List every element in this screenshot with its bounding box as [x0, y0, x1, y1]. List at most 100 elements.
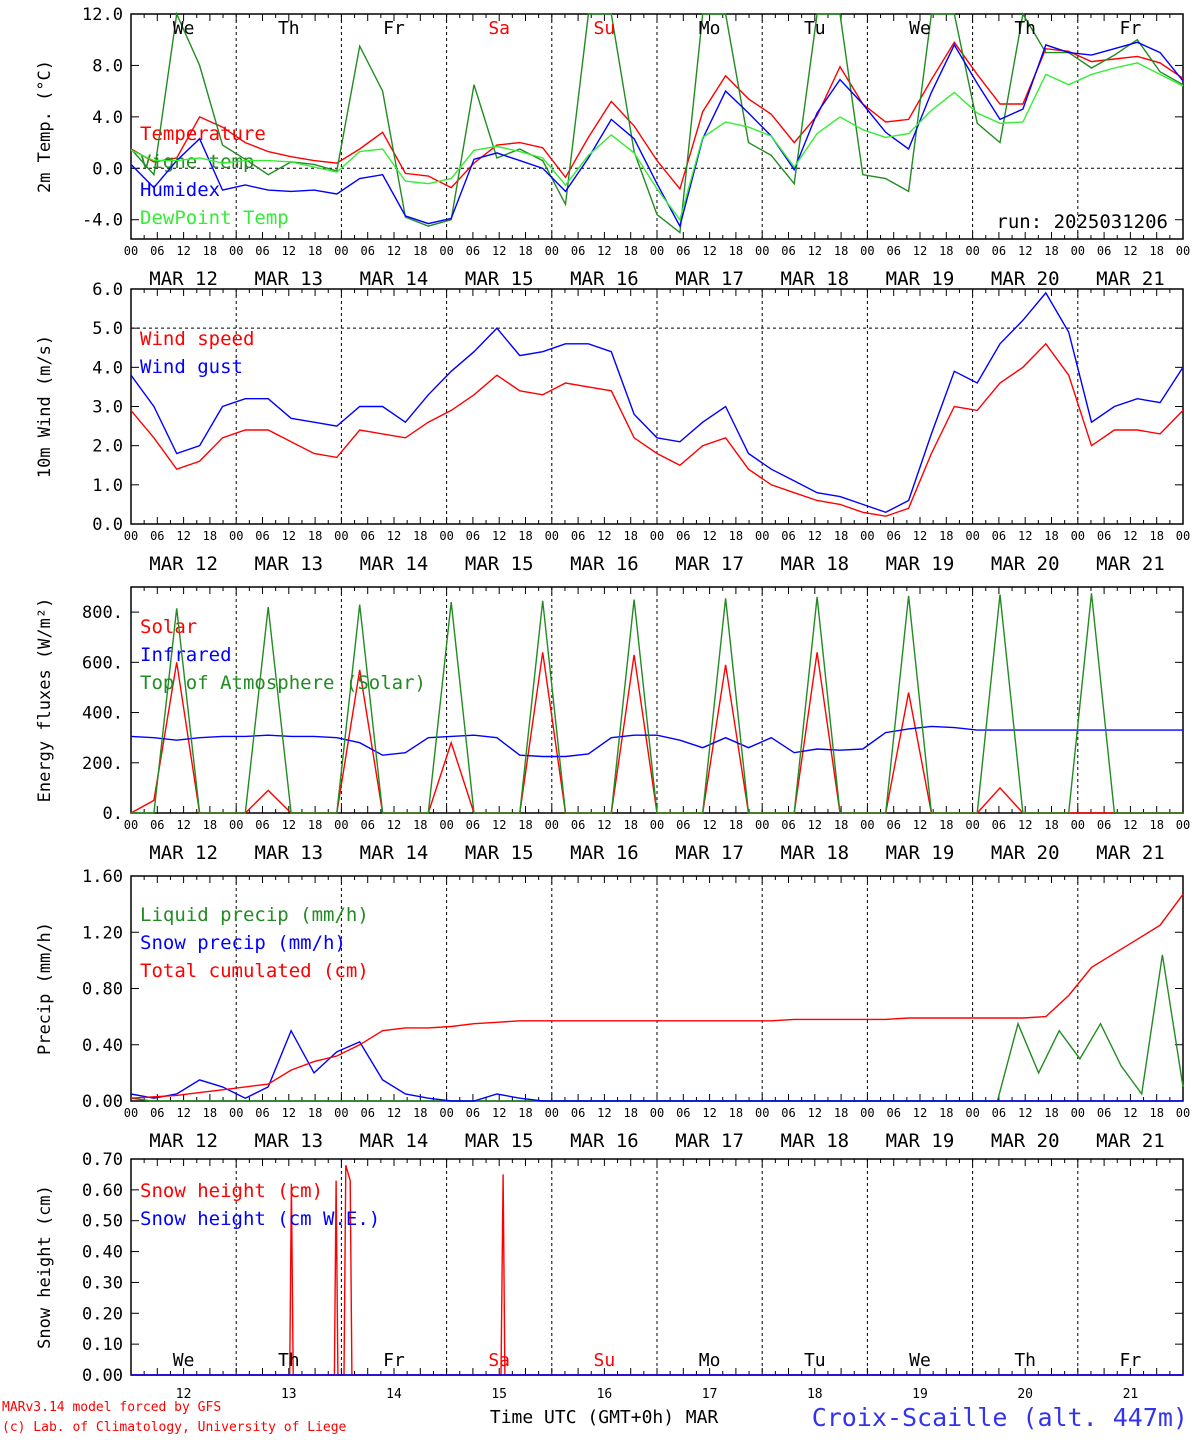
hour-tick-label: 00 — [650, 818, 664, 832]
day-number-label: 21 — [1123, 1387, 1139, 1402]
hour-tick-label: 12 — [913, 1106, 927, 1120]
series-line-3 — [131, 593, 1183, 814]
hour-tick-label: 06 — [360, 818, 374, 832]
hour-tick-label: 12 — [597, 818, 611, 832]
hour-tick-label: 12 — [176, 529, 190, 543]
hour-tick-label: 18 — [308, 529, 322, 543]
y-tick-label: 600. — [82, 653, 123, 673]
y-tick-label: 0. — [103, 804, 123, 824]
hour-tick-label: 00 — [124, 244, 138, 258]
y-tick-label: 4.0 — [92, 108, 123, 128]
y-tick-label: 0.60 — [82, 1181, 123, 1201]
hour-tick-label: 18 — [308, 818, 322, 832]
hour-tick-label: 06 — [360, 244, 374, 258]
hour-tick-label: 00 — [965, 818, 979, 832]
hour-tick-label: 12 — [913, 529, 927, 543]
hour-tick-label: 06 — [886, 1106, 900, 1120]
hour-tick-label: 12 — [282, 529, 296, 543]
date-label: MAR 21 — [1096, 1130, 1165, 1152]
run-label: run: 2025031206 — [996, 211, 1168, 233]
date-label: MAR 12 — [149, 842, 218, 864]
y-tick-label: 200. — [82, 754, 123, 774]
hour-tick-label: 12 — [702, 1106, 716, 1120]
hour-tick-label: 12 — [387, 244, 401, 258]
hour-tick-label: 00 — [545, 529, 559, 543]
date-label: MAR 15 — [465, 553, 534, 575]
hour-tick-label: 12 — [808, 529, 822, 543]
hour-tick-label: 00 — [650, 244, 664, 258]
day-number-label: 13 — [281, 1387, 297, 1402]
date-label: MAR 19 — [886, 268, 955, 290]
day-number-label: 15 — [491, 1387, 507, 1402]
hour-tick-label: 12 — [387, 818, 401, 832]
hour-tick-label: 06 — [360, 1106, 374, 1120]
panel-5: 0.00 0.10 0.20 0.30 0.40 0.50 0.60 0.70 Snow hei… — [35, 1150, 1184, 1428]
legend-entry: Humidex — [140, 179, 220, 201]
hour-tick-label: 00 — [124, 529, 138, 543]
date-label: MAR 12 — [149, 553, 218, 575]
hour-tick-label: 18 — [518, 529, 532, 543]
date-label: MAR 18 — [780, 268, 849, 290]
series-line-3 — [130, 41, 1184, 228]
hour-tick-label: 06 — [360, 529, 374, 543]
hour-tick-label: 12 — [1018, 818, 1032, 832]
series-line-1 — [130, 342, 1184, 517]
weekday-label: Su — [594, 1350, 616, 1371]
hour-tick-label: 12 — [387, 529, 401, 543]
y-tick-label: 0.0 — [92, 159, 123, 179]
hour-tick-label: 12 — [808, 244, 822, 258]
panel-3: 0. 200. 400. 600. 800. Energy fluxes (W/m²) So… — [35, 586, 1190, 864]
hour-tick-label: 00 — [965, 244, 979, 258]
hour-tick-label: 00 — [650, 529, 664, 543]
hour-tick-label: 00 — [755, 244, 769, 258]
hour-tick-label: 06 — [886, 818, 900, 832]
y-tick-label: 6.0 — [92, 280, 123, 300]
y-tick-label: 2.0 — [92, 437, 123, 457]
date-label: MAR 14 — [360, 842, 429, 864]
panel-4: 0.00 0.40 0.80 1.20 1.60 Precip (mm/h) Liquid … — [35, 867, 1190, 1152]
legend-entry: Snow precip (mm/h) — [140, 932, 346, 954]
hour-tick-label: 12 — [282, 244, 296, 258]
date-label: MAR 18 — [780, 842, 849, 864]
hour-tick-label: 00 — [229, 244, 243, 258]
date-label: MAR 13 — [254, 553, 323, 575]
weekday-label: We — [173, 18, 195, 39]
day-number-label: 20 — [1017, 1387, 1033, 1402]
date-label: MAR 20 — [991, 842, 1060, 864]
hour-tick-label: 00 — [1176, 818, 1190, 832]
hour-tick-label: 06 — [571, 529, 585, 543]
date-label: MAR 16 — [570, 268, 639, 290]
y-tick-label: 400. — [82, 704, 123, 724]
weekday-label: Fr — [383, 1350, 405, 1371]
date-label: MAR 14 — [360, 1130, 429, 1152]
legend-entry: DewPoint Temp — [140, 207, 289, 229]
date-label: MAR 18 — [780, 553, 849, 575]
hour-tick-label: 00 — [1071, 244, 1085, 258]
hour-tick-label: 06 — [781, 1106, 795, 1120]
hour-tick-label: 18 — [1044, 529, 1058, 543]
weekday-label: Su — [594, 18, 616, 39]
hour-tick-label: 18 — [1149, 244, 1163, 258]
footer-model: MARv3.14 model forced by GFS — [2, 1400, 222, 1415]
hour-tick-label: 18 — [308, 244, 322, 258]
y-tick-label: 1.20 — [82, 923, 123, 943]
date-label: MAR 15 — [465, 268, 534, 290]
hour-tick-label: 18 — [939, 818, 953, 832]
hour-tick-label: 00 — [965, 1106, 979, 1120]
y-tick-label: 4.0 — [92, 358, 123, 378]
hour-tick-label: 06 — [150, 244, 164, 258]
date-label: MAR 12 — [149, 268, 218, 290]
weekday-label: Tu — [804, 18, 826, 39]
legend-entry: Top of Atmosphere (Solar) — [140, 672, 426, 694]
hour-tick-label: 12 — [1018, 244, 1032, 258]
weekday-label: Fr — [1120, 18, 1142, 39]
weekday-label: Fr — [383, 18, 405, 39]
y-tick-label: 0.00 — [82, 1366, 123, 1386]
weekday-label: We — [909, 1350, 931, 1371]
hour-tick-label: 06 — [676, 818, 690, 832]
date-label: MAR 18 — [780, 1130, 849, 1152]
hour-tick-label: 06 — [255, 1106, 269, 1120]
legend-entry: Liquid precip (mm/h) — [140, 904, 369, 926]
hour-tick-label: 18 — [518, 818, 532, 832]
series-line-2 — [130, 291, 1184, 514]
